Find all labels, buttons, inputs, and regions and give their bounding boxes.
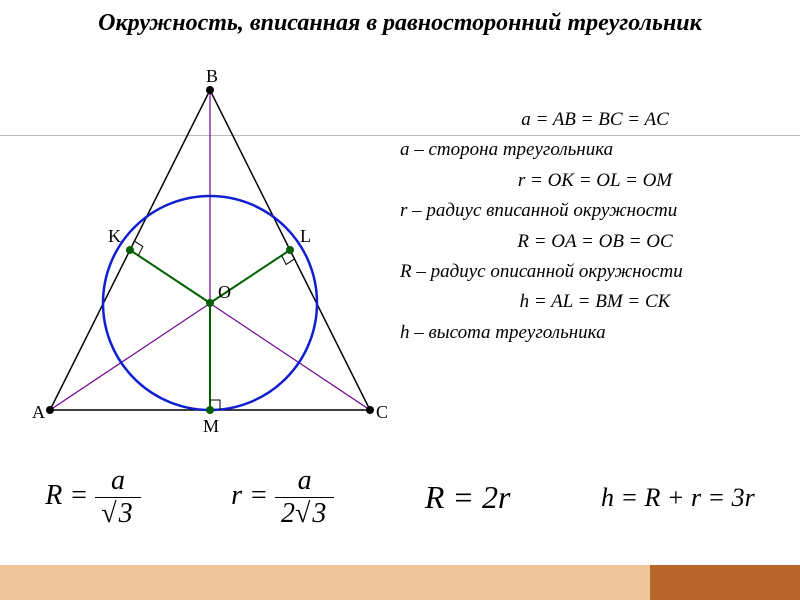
svg-text:C: C [376,402,388,422]
eq-r-radii: r = OK = OL = OM [400,166,790,196]
footer-dark [650,565,800,600]
formula-R: R = a 3 [45,465,140,530]
formula-r-lhs: r [231,480,242,511]
desc-R: R – радиус описанной окружности [400,257,790,287]
side-definitions: a = AB = BC = AC a – сторона треугольник… [400,105,790,348]
eq-a-sides: a = AB = BC = AC [400,105,790,135]
svg-text:M: M [203,416,219,436]
desc-h: h – высота треугольника [400,318,790,348]
page-title: Окружность, вписанная в равносторонний т… [0,0,800,42]
svg-text:O: O [218,282,231,302]
formula-r-num: a [275,465,334,498]
formula-R-num: a [95,465,140,498]
formula-h: h = R + r = 3r [601,483,755,513]
formula-r-den-coef: 2 [281,498,295,529]
desc-a: a – сторона треугольника [400,135,790,165]
desc-r: r – радиус вписанной окружности [400,196,790,226]
formula-R-lhs: R [45,480,62,511]
formula-R-den-sqrt: 3 [117,497,135,529]
formula-r: r = a 23 [231,465,334,530]
eq-h-heights: h = AL = BM = CK [400,287,790,317]
formula-r-den-sqrt: 3 [310,497,328,529]
formula-R-2r: R = 2r [425,479,511,516]
formulas-row: R = a 3 r = a 23 R = 2r h = R + r = 3r [0,465,800,530]
eq-R-radii: R = OA = OB = OC [400,227,790,257]
svg-text:A: A [32,402,45,422]
geometry-diagram: A B C K L M O [10,70,390,440]
svg-text:K: K [108,226,121,246]
svg-text:B: B [206,70,218,86]
footer-bar [0,565,800,600]
svg-text:L: L [300,226,311,246]
footer-light [0,565,650,600]
